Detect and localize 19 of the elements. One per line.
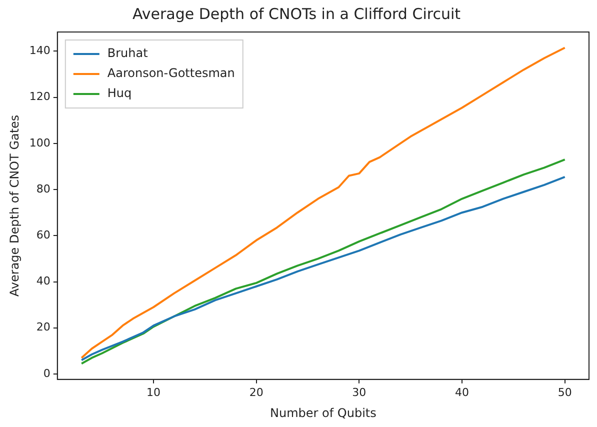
y-tick-label: 80 xyxy=(36,182,50,196)
legend-label: Huq xyxy=(107,86,132,100)
x-tick-label: 20 xyxy=(249,386,264,399)
x-tick-label: 40 xyxy=(455,386,470,399)
x-tick-label: 30 xyxy=(352,386,366,399)
y-tick-label: 140 xyxy=(29,44,50,58)
legend-label: Bruhat xyxy=(107,46,148,60)
y-tick-label: 40 xyxy=(36,274,50,288)
y-axis-title: Average Depth of CNOT Gates xyxy=(7,114,22,297)
y-tick-label: 120 xyxy=(29,90,50,104)
legend-label: Aaronson-Gottesman xyxy=(107,66,235,80)
y-tick-label: 100 xyxy=(29,136,50,150)
y-tick-label: 60 xyxy=(36,228,50,242)
x-tick-label: 10 xyxy=(146,386,161,399)
y-tick-label: 0 xyxy=(43,366,50,380)
x-axis-title: Number of Qubits xyxy=(270,406,376,420)
y-tick-label: 20 xyxy=(36,320,50,334)
x-tick-label: 50 xyxy=(558,386,572,399)
chart-title: Average Depth of CNOTs in a Clifford Circuit xyxy=(132,4,461,23)
